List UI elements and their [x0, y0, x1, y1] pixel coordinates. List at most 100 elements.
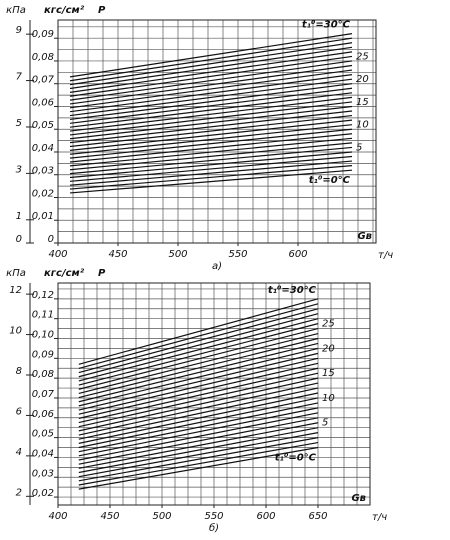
series-line — [69, 128, 353, 159]
series-line — [78, 412, 319, 461]
x-tick-label: 550 — [204, 511, 223, 522]
y2-tick-label: 6 — [16, 406, 22, 417]
series-line — [78, 422, 319, 469]
series-line — [69, 133, 353, 163]
series-line — [69, 155, 353, 182]
series-label: 15 — [322, 368, 335, 379]
y2-tick-label: 8 — [16, 366, 22, 377]
series-label: t₁⁰=30°C — [302, 20, 351, 31]
series-line — [78, 332, 319, 394]
series-line — [69, 151, 353, 179]
y2-tick-label: 5 — [16, 118, 22, 129]
x-label: т/ч — [378, 250, 393, 261]
caption: а) — [212, 261, 222, 272]
series-line — [78, 437, 319, 482]
y-tick-label: 0,03 — [32, 166, 54, 177]
y-tick-label: 0,06 — [32, 97, 54, 108]
series-line — [78, 441, 319, 486]
series-line — [78, 367, 319, 424]
series-line — [78, 372, 319, 428]
series-line — [69, 165, 353, 190]
series-line — [69, 42, 353, 86]
series-line — [69, 124, 353, 155]
series-line — [78, 328, 319, 390]
x-tick-label: 600 — [288, 249, 307, 260]
series-line — [69, 37, 353, 82]
y-tick-label: 0,07 — [32, 389, 55, 400]
y2-tick-label: 0 — [16, 234, 22, 245]
x-tick-label: 550 — [228, 249, 247, 260]
x-tick-label: 450 — [100, 511, 119, 522]
y2-tick-label: 10 — [9, 326, 22, 337]
series-line — [78, 446, 319, 490]
series-line — [78, 308, 319, 374]
y-tick-label: 0,03 — [32, 468, 54, 479]
x-variable: Gв — [357, 231, 372, 242]
x-label: т/ч — [372, 512, 387, 523]
y-tick-label: 0,09 — [32, 349, 54, 360]
series-line — [78, 382, 319, 436]
series-line — [78, 318, 319, 382]
series-line — [78, 313, 319, 378]
variable-label: P — [98, 5, 106, 16]
y-tick-label: 0,08 — [32, 52, 54, 63]
series-line — [69, 78, 353, 117]
series-line — [78, 303, 319, 370]
x-tick-label: 500 — [168, 249, 187, 260]
series-line — [69, 96, 353, 132]
y-tick-label: 0,09 — [32, 29, 54, 40]
series-line — [78, 357, 319, 415]
series-line — [69, 119, 353, 151]
x-tick-label: 500 — [152, 511, 171, 522]
series-line — [78, 432, 319, 478]
series-line — [78, 392, 319, 444]
series-label: t₁⁰=30°C — [268, 285, 317, 296]
series-line — [69, 64, 353, 105]
y2-tick-label: 12 — [9, 285, 22, 296]
x-tick-label: 450 — [108, 249, 127, 260]
series-label: 5 — [356, 142, 362, 153]
series-label: 15 — [356, 97, 369, 108]
series-line — [69, 169, 353, 194]
series-line — [78, 387, 319, 440]
series-line — [69, 101, 353, 136]
series-line — [78, 402, 319, 453]
series-line — [78, 323, 319, 386]
x-tick-label: 400 — [48, 511, 67, 522]
y-tick-label: 0,07 — [32, 75, 55, 86]
plot-frame — [57, 19, 377, 244]
y-tick-label: 0 — [48, 234, 54, 245]
series-line — [69, 114, 353, 148]
series-label: 10 — [356, 120, 369, 131]
series-line — [69, 146, 353, 175]
series-line — [69, 92, 353, 128]
y-tick-label: 0,06 — [32, 409, 54, 420]
series-line — [78, 342, 319, 403]
y-tick-label: 0,04 — [32, 448, 54, 459]
y2-tick-label: 4 — [16, 447, 22, 458]
series-label: t₁⁰=0°C — [309, 175, 351, 186]
series-line — [78, 352, 319, 411]
y-label: кгс/см² — [44, 268, 85, 279]
series-line — [69, 46, 353, 90]
y-tick-label: 0,01 — [32, 211, 54, 222]
series-line — [69, 51, 353, 93]
series-line — [78, 347, 319, 407]
y2-tick-label: 2 — [16, 487, 22, 498]
y-tick-label: 0,12 — [32, 290, 54, 301]
series-line — [78, 377, 319, 432]
series-line — [69, 87, 353, 124]
y-label: кгс/см² — [44, 5, 85, 16]
y-tick-label: 0,11 — [32, 310, 54, 321]
y-tick-label: 0,04 — [32, 143, 54, 154]
series-line — [78, 417, 319, 465]
series-label: 25 — [322, 319, 335, 330]
y2-tick-label: 7 — [16, 72, 23, 83]
series-line — [78, 362, 319, 419]
y2-tick-label: 1 — [16, 211, 22, 222]
caption: б) — [209, 522, 219, 534]
y2-tick-label: 9 — [16, 25, 22, 36]
y2-label: кПа — [6, 268, 26, 279]
x-variable: Gв — [351, 493, 366, 504]
